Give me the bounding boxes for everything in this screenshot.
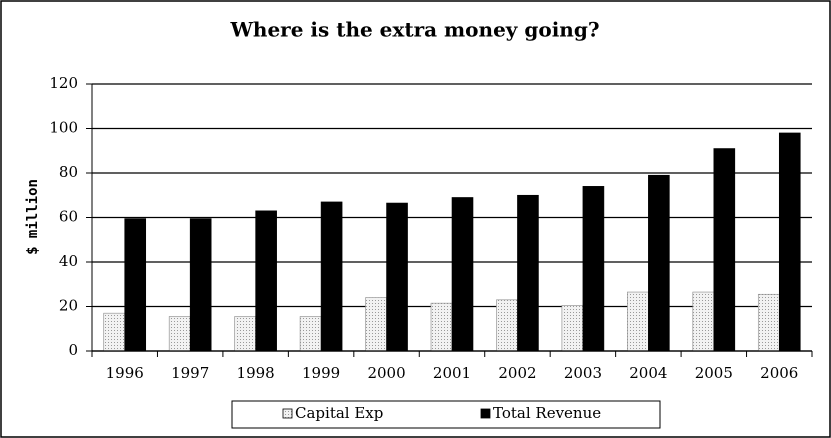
x-tick-label: 2005 (695, 364, 733, 382)
y-axis-label: $ million (25, 179, 41, 255)
chart-title: Where is the extra money going? (229, 18, 599, 42)
x-tick-label: 2001 (433, 364, 471, 382)
bar (168, 316, 191, 352)
y-tick-label: 100 (49, 119, 78, 137)
bar (582, 186, 605, 352)
bar (648, 174, 670, 352)
x-tick-label: 2004 (629, 364, 667, 382)
y-tick-label: 40 (59, 252, 78, 270)
legend-label: Capital Exp (295, 404, 383, 422)
bar (320, 201, 343, 352)
legend-swatch (480, 408, 491, 419)
bar (255, 210, 277, 352)
bar (299, 316, 322, 352)
bar (234, 316, 256, 352)
bar (778, 132, 801, 352)
bar (365, 297, 387, 352)
bar (189, 218, 212, 352)
legend-label: Total Revenue (493, 404, 601, 422)
bar (517, 194, 539, 352)
y-tick-label: 0 (68, 341, 78, 359)
legend-swatch (282, 408, 293, 419)
y-tick-label: 80 (59, 163, 78, 181)
x-tick-label: 1998 (237, 364, 275, 382)
x-tick-label: 1999 (302, 364, 340, 382)
bar (713, 148, 736, 352)
x-tick-label: 1996 (106, 364, 144, 382)
bar (692, 291, 715, 352)
y-tick-label: 120 (49, 74, 78, 92)
bar (757, 293, 780, 352)
bar (124, 218, 147, 352)
bar (627, 291, 649, 352)
bar (103, 312, 126, 352)
bar (451, 197, 474, 352)
y-tick-label: 60 (59, 208, 78, 226)
bar (561, 305, 584, 352)
x-tick-label: 2006 (760, 364, 798, 382)
x-tick-label: 2000 (367, 364, 405, 382)
x-tick-label: 2003 (564, 364, 602, 382)
x-tick-label: 1997 (171, 364, 209, 382)
bar (496, 299, 518, 352)
bar (430, 302, 453, 352)
x-tick-label: 2002 (498, 364, 536, 382)
bar (386, 202, 408, 352)
y-tick-label: 20 (59, 297, 78, 315)
legend-box (231, 400, 661, 429)
